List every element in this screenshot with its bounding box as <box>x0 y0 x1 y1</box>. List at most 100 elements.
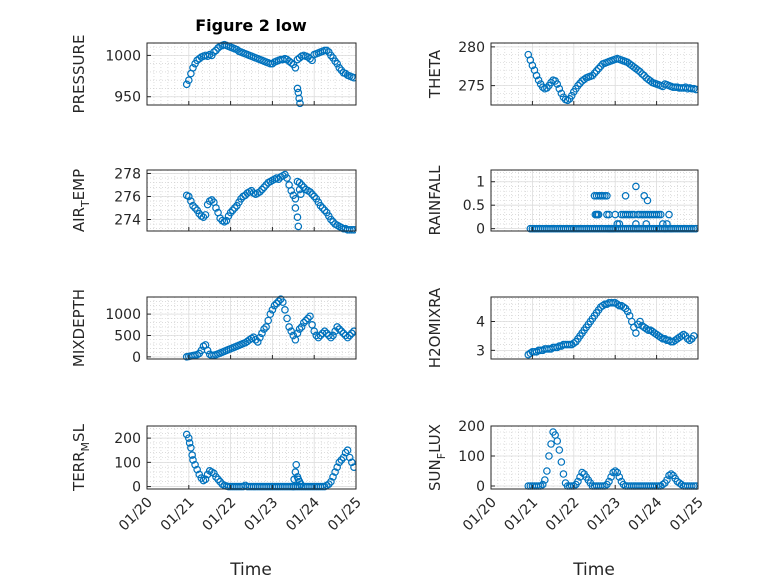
data-point <box>348 226 356 234</box>
data-point <box>266 59 275 68</box>
data-point <box>642 324 651 333</box>
data-point <box>327 215 335 224</box>
y-tick-label: 3 <box>476 343 485 359</box>
data-point <box>576 79 584 88</box>
data-point <box>185 439 194 447</box>
data-point <box>189 201 197 210</box>
data-point <box>291 335 300 344</box>
data-point <box>182 80 191 89</box>
data-point <box>591 210 600 219</box>
data-series <box>182 170 356 234</box>
data-point <box>337 456 346 464</box>
data-point <box>578 468 586 477</box>
data-point <box>640 71 648 80</box>
data-point <box>230 204 239 212</box>
data-point <box>292 460 301 469</box>
x-axis-label-left: Time <box>229 560 272 580</box>
data-point <box>295 325 304 333</box>
data-point <box>310 327 319 336</box>
y-tick-label: 0 <box>132 480 141 496</box>
data-point <box>654 210 663 219</box>
data-point <box>297 181 306 189</box>
axes-box <box>490 169 699 232</box>
data-point <box>212 473 220 481</box>
data-point <box>335 458 344 467</box>
data-point <box>214 44 222 52</box>
axes-box <box>146 42 357 106</box>
data-point <box>306 312 314 321</box>
data-point <box>534 76 543 85</box>
data-point <box>665 471 673 480</box>
axes-box <box>146 169 357 232</box>
y-axis-label: RAINFALL <box>426 165 444 236</box>
data-point <box>559 470 568 478</box>
data-point <box>264 316 273 325</box>
data-point <box>611 467 620 475</box>
data-point <box>607 224 615 233</box>
data-series <box>182 40 356 108</box>
data-point <box>302 316 310 325</box>
data-point <box>615 473 624 481</box>
data-point <box>258 329 266 338</box>
data-point <box>632 329 640 337</box>
data-point <box>345 453 354 462</box>
y-tick-label: 100 <box>114 455 141 471</box>
data-point <box>193 465 201 474</box>
data-point <box>615 301 624 310</box>
data-point <box>281 306 289 314</box>
data-point <box>636 67 644 76</box>
data-point <box>233 45 241 54</box>
data-point <box>687 224 696 233</box>
data-point <box>293 213 302 221</box>
data-point <box>656 333 665 342</box>
axes-box <box>146 425 357 490</box>
data-point <box>295 94 303 103</box>
data-point <box>652 210 661 219</box>
data-point <box>251 335 260 344</box>
data-point <box>189 64 197 72</box>
data-point <box>294 222 303 231</box>
data-point <box>580 75 588 84</box>
data-point <box>201 475 210 484</box>
data-point <box>547 440 555 448</box>
data-point <box>685 336 694 345</box>
data-point <box>667 224 675 233</box>
data-point <box>350 226 356 234</box>
data-point <box>679 330 688 339</box>
data-point <box>306 54 314 63</box>
data-point <box>329 331 337 340</box>
data-point <box>687 84 696 93</box>
data-point <box>258 185 266 194</box>
data-point <box>185 192 193 201</box>
data-point <box>350 327 356 336</box>
axes-box <box>490 296 699 360</box>
data-point <box>262 323 270 331</box>
data-point <box>210 48 218 56</box>
data-point <box>609 468 617 477</box>
data-point <box>195 54 204 63</box>
data-point <box>226 208 235 217</box>
data-point <box>299 318 308 327</box>
data-series <box>182 295 356 361</box>
data-point <box>345 331 354 340</box>
data-point <box>287 186 296 195</box>
data-point <box>320 327 329 336</box>
data-point <box>214 475 222 484</box>
data-point <box>197 474 206 482</box>
data-point <box>659 480 667 489</box>
data-point <box>296 99 304 108</box>
data-point <box>661 335 669 343</box>
data-point <box>555 84 564 93</box>
y-tick-label: 950 <box>114 90 141 106</box>
data-point <box>195 470 204 479</box>
data-point <box>212 204 220 212</box>
data-point <box>308 320 316 329</box>
data-point <box>619 303 628 311</box>
data-point <box>187 444 195 452</box>
data-point <box>692 85 698 94</box>
data-point <box>341 69 350 78</box>
data-point <box>291 64 300 72</box>
data-point <box>304 314 312 323</box>
data-point <box>644 326 653 334</box>
